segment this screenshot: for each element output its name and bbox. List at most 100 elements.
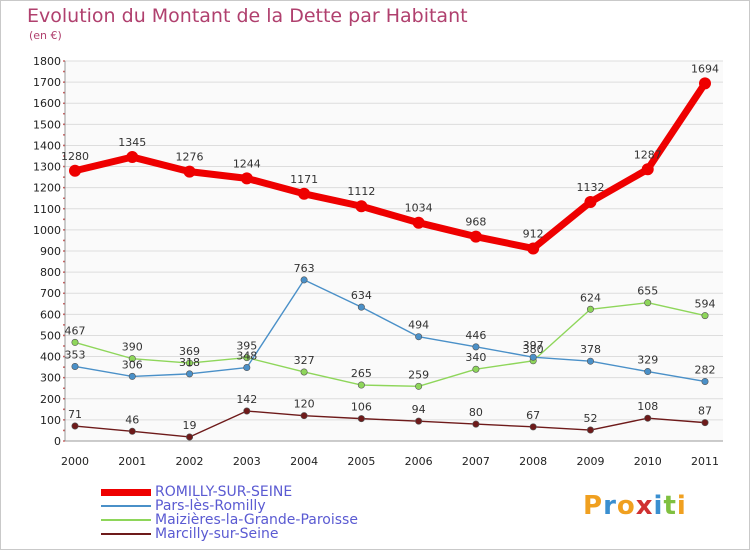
y-tick-label: 1300 (33, 161, 61, 174)
data-point (128, 372, 136, 380)
y-axis-dot (63, 429, 65, 432)
data-point (644, 368, 652, 376)
data-label: 594 (695, 298, 716, 311)
y-tick-label: 300 (40, 372, 61, 385)
data-label: 1694 (691, 62, 719, 75)
data-label: 968 (465, 216, 486, 229)
data-label: 306 (122, 358, 143, 371)
data-point (469, 230, 482, 243)
data-point (529, 353, 537, 361)
legend-item: Marcilly-sur-Seine (101, 527, 358, 541)
data-label: 763 (294, 262, 315, 275)
y-axis-dot (63, 207, 65, 210)
data-label: 142 (236, 393, 257, 406)
y-axis-dot (63, 397, 65, 400)
x-tick-label: 2008 (519, 455, 547, 468)
data-point (415, 417, 423, 425)
y-axis-dot (63, 186, 65, 189)
data-label: 87 (698, 405, 712, 418)
y-axis-dot (63, 334, 65, 337)
y-axis-dot (63, 376, 65, 379)
y-axis-dot (63, 408, 65, 411)
x-tick-label: 2001 (118, 455, 146, 468)
x-tick-label: 2005 (347, 455, 375, 468)
y-axis-dot (63, 260, 65, 263)
y-axis-dot (63, 176, 65, 179)
y-axis-dot (63, 345, 65, 347)
data-label: 634 (351, 289, 372, 302)
y-axis-dot (63, 60, 65, 62)
data-label: 80 (469, 406, 483, 419)
data-label: 1345 (118, 136, 146, 149)
y-axis-dot (63, 197, 65, 200)
data-point (300, 276, 308, 284)
y-axis-dot (63, 323, 65, 326)
data-point (529, 423, 537, 431)
data-point (586, 426, 594, 434)
y-axis-dot (63, 250, 65, 252)
data-point (527, 242, 540, 255)
data-label: 327 (294, 354, 315, 367)
data-label: 19 (183, 419, 197, 432)
y-axis-dot (63, 387, 65, 390)
logo-letter: P (583, 491, 604, 521)
data-point (69, 164, 81, 177)
data-label: 340 (465, 351, 486, 364)
data-point (357, 303, 365, 311)
data-label: 46 (125, 413, 139, 426)
data-point (357, 415, 365, 423)
y-axis-dot (63, 313, 65, 316)
y-axis-dot (63, 271, 65, 274)
y-tick-label: 600 (40, 308, 61, 321)
y-tick-label: 500 (40, 329, 61, 342)
y-tick-label: 900 (40, 245, 61, 258)
y-tick-label: 1200 (33, 182, 61, 195)
data-point (472, 343, 480, 351)
y-axis-dot (63, 144, 65, 147)
series-line (74, 279, 706, 383)
data-label: 71 (68, 408, 82, 421)
y-tick-label: 1700 (33, 76, 61, 89)
legend-label: Marcilly-sur-Seine (155, 526, 279, 542)
data-label: 67 (526, 409, 540, 422)
data-point (472, 420, 480, 428)
data-label: 912 (523, 227, 544, 240)
y-axis-dot (63, 133, 65, 136)
data-label: 94 (412, 403, 426, 416)
y-tick-label: 1000 (33, 224, 61, 237)
data-point (472, 365, 480, 373)
data-point (355, 200, 368, 213)
data-label: 378 (580, 343, 601, 356)
x-tick-label: 2006 (405, 455, 433, 468)
chart-subtitle: (en €) (29, 29, 62, 42)
y-axis-dot (63, 355, 65, 358)
legend-label: ROMILLY-SUR-SEINE (155, 484, 293, 500)
data-point (183, 165, 196, 178)
legend-swatch (101, 505, 151, 507)
x-tick-label: 2003 (233, 455, 261, 468)
data-point (186, 370, 194, 378)
data-point (701, 312, 709, 320)
x-tick-label: 2011 (691, 455, 719, 468)
data-point (701, 419, 709, 427)
logo-letter: x (635, 491, 654, 521)
y-axis-dot (63, 228, 65, 231)
y-axis-dot (63, 102, 65, 105)
data-point (699, 77, 711, 90)
data-label: 446 (465, 329, 486, 342)
legend-item: ROMILLY-SUR-SEINE (101, 485, 358, 499)
data-label: 395 (236, 340, 257, 353)
data-point (412, 216, 425, 229)
legend-swatch (101, 533, 151, 535)
y-axis-dot (63, 70, 65, 73)
data-point (415, 333, 423, 341)
logo-letter: o (616, 491, 636, 521)
data-point (701, 377, 709, 385)
data-point (128, 427, 136, 435)
data-label: 108 (637, 400, 658, 413)
data-label: 1276 (176, 151, 204, 164)
data-point (644, 299, 652, 307)
data-label: 52 (583, 412, 597, 425)
data-label: 1287 (634, 148, 662, 161)
y-tick-label: 200 (40, 393, 61, 406)
